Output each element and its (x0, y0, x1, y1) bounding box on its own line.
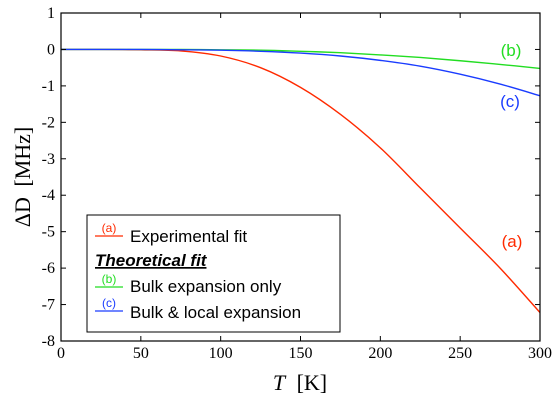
series-line-b (61, 48, 541, 70)
legend-entry-c: (c) Bulk & local expansion (95, 296, 301, 322)
legend-group-title: Theoretical fit (95, 251, 208, 270)
series-line-c (61, 48, 541, 97)
y-axis-title: ΔD [MHz] (10, 127, 35, 227)
series-curves (60, 48, 541, 314)
y-tick-label: -1 (42, 78, 55, 95)
y-tick-label: -4 (42, 187, 55, 204)
legend-tag-c: (c) (102, 296, 116, 310)
y-axis-variable-delta: ΔD (10, 197, 35, 227)
legend-label-c: Bulk & local expansion (130, 303, 301, 322)
y-tick-label: -5 (42, 224, 55, 241)
y-tick-label: -6 (42, 260, 55, 277)
x-tick-label: 50 (133, 345, 149, 362)
x-axis-variable: T (273, 370, 287, 395)
y-tick-label: -8 (42, 333, 55, 350)
x-tick-label: 0 (57, 345, 65, 362)
legend-entry-a: (a) Experimental fit (95, 221, 247, 246)
x-axis-unit: [K] (297, 370, 328, 395)
x-tick-label: 200 (368, 345, 392, 362)
legend-tag-a: (a) (102, 221, 117, 235)
legend-entry-b: (b) Bulk expansion only (95, 272, 282, 296)
y-tick-label: -7 (42, 297, 55, 314)
legend-label-a: Experimental fit (130, 227, 247, 246)
y-tick-label: -2 (42, 114, 55, 131)
legend-tag-b: (b) (102, 272, 117, 286)
y-tick-label: 0 (47, 41, 55, 58)
legend: (a) Experimental fit Theoretical fit (b)… (86, 214, 341, 333)
legend-label-b: Bulk expansion only (130, 277, 282, 296)
x-axis-title: T [K] (273, 370, 327, 395)
x-tick-label: 250 (448, 345, 472, 362)
y-axis-unit: [MHz] (10, 127, 35, 187)
y-tick-label: -3 (42, 151, 55, 168)
x-tick-label: 300 (528, 345, 552, 362)
curve-label-c: (c) (500, 92, 520, 111)
y-tick-label: 1 (47, 5, 55, 22)
curve-label-b: (b) (501, 41, 522, 60)
curve-label-a: (a) (502, 232, 523, 251)
axis-ticks: 0 50 100 150 200 250 300 1 0 -1 -2 -3 -4 -5 -6 -7 -8 (42, 5, 552, 362)
x-tick-label: 100 (209, 345, 233, 362)
curve-labels: (a) (b) (c) (500, 41, 522, 251)
legend-box (86, 214, 341, 333)
x-tick-label: 150 (289, 345, 313, 362)
